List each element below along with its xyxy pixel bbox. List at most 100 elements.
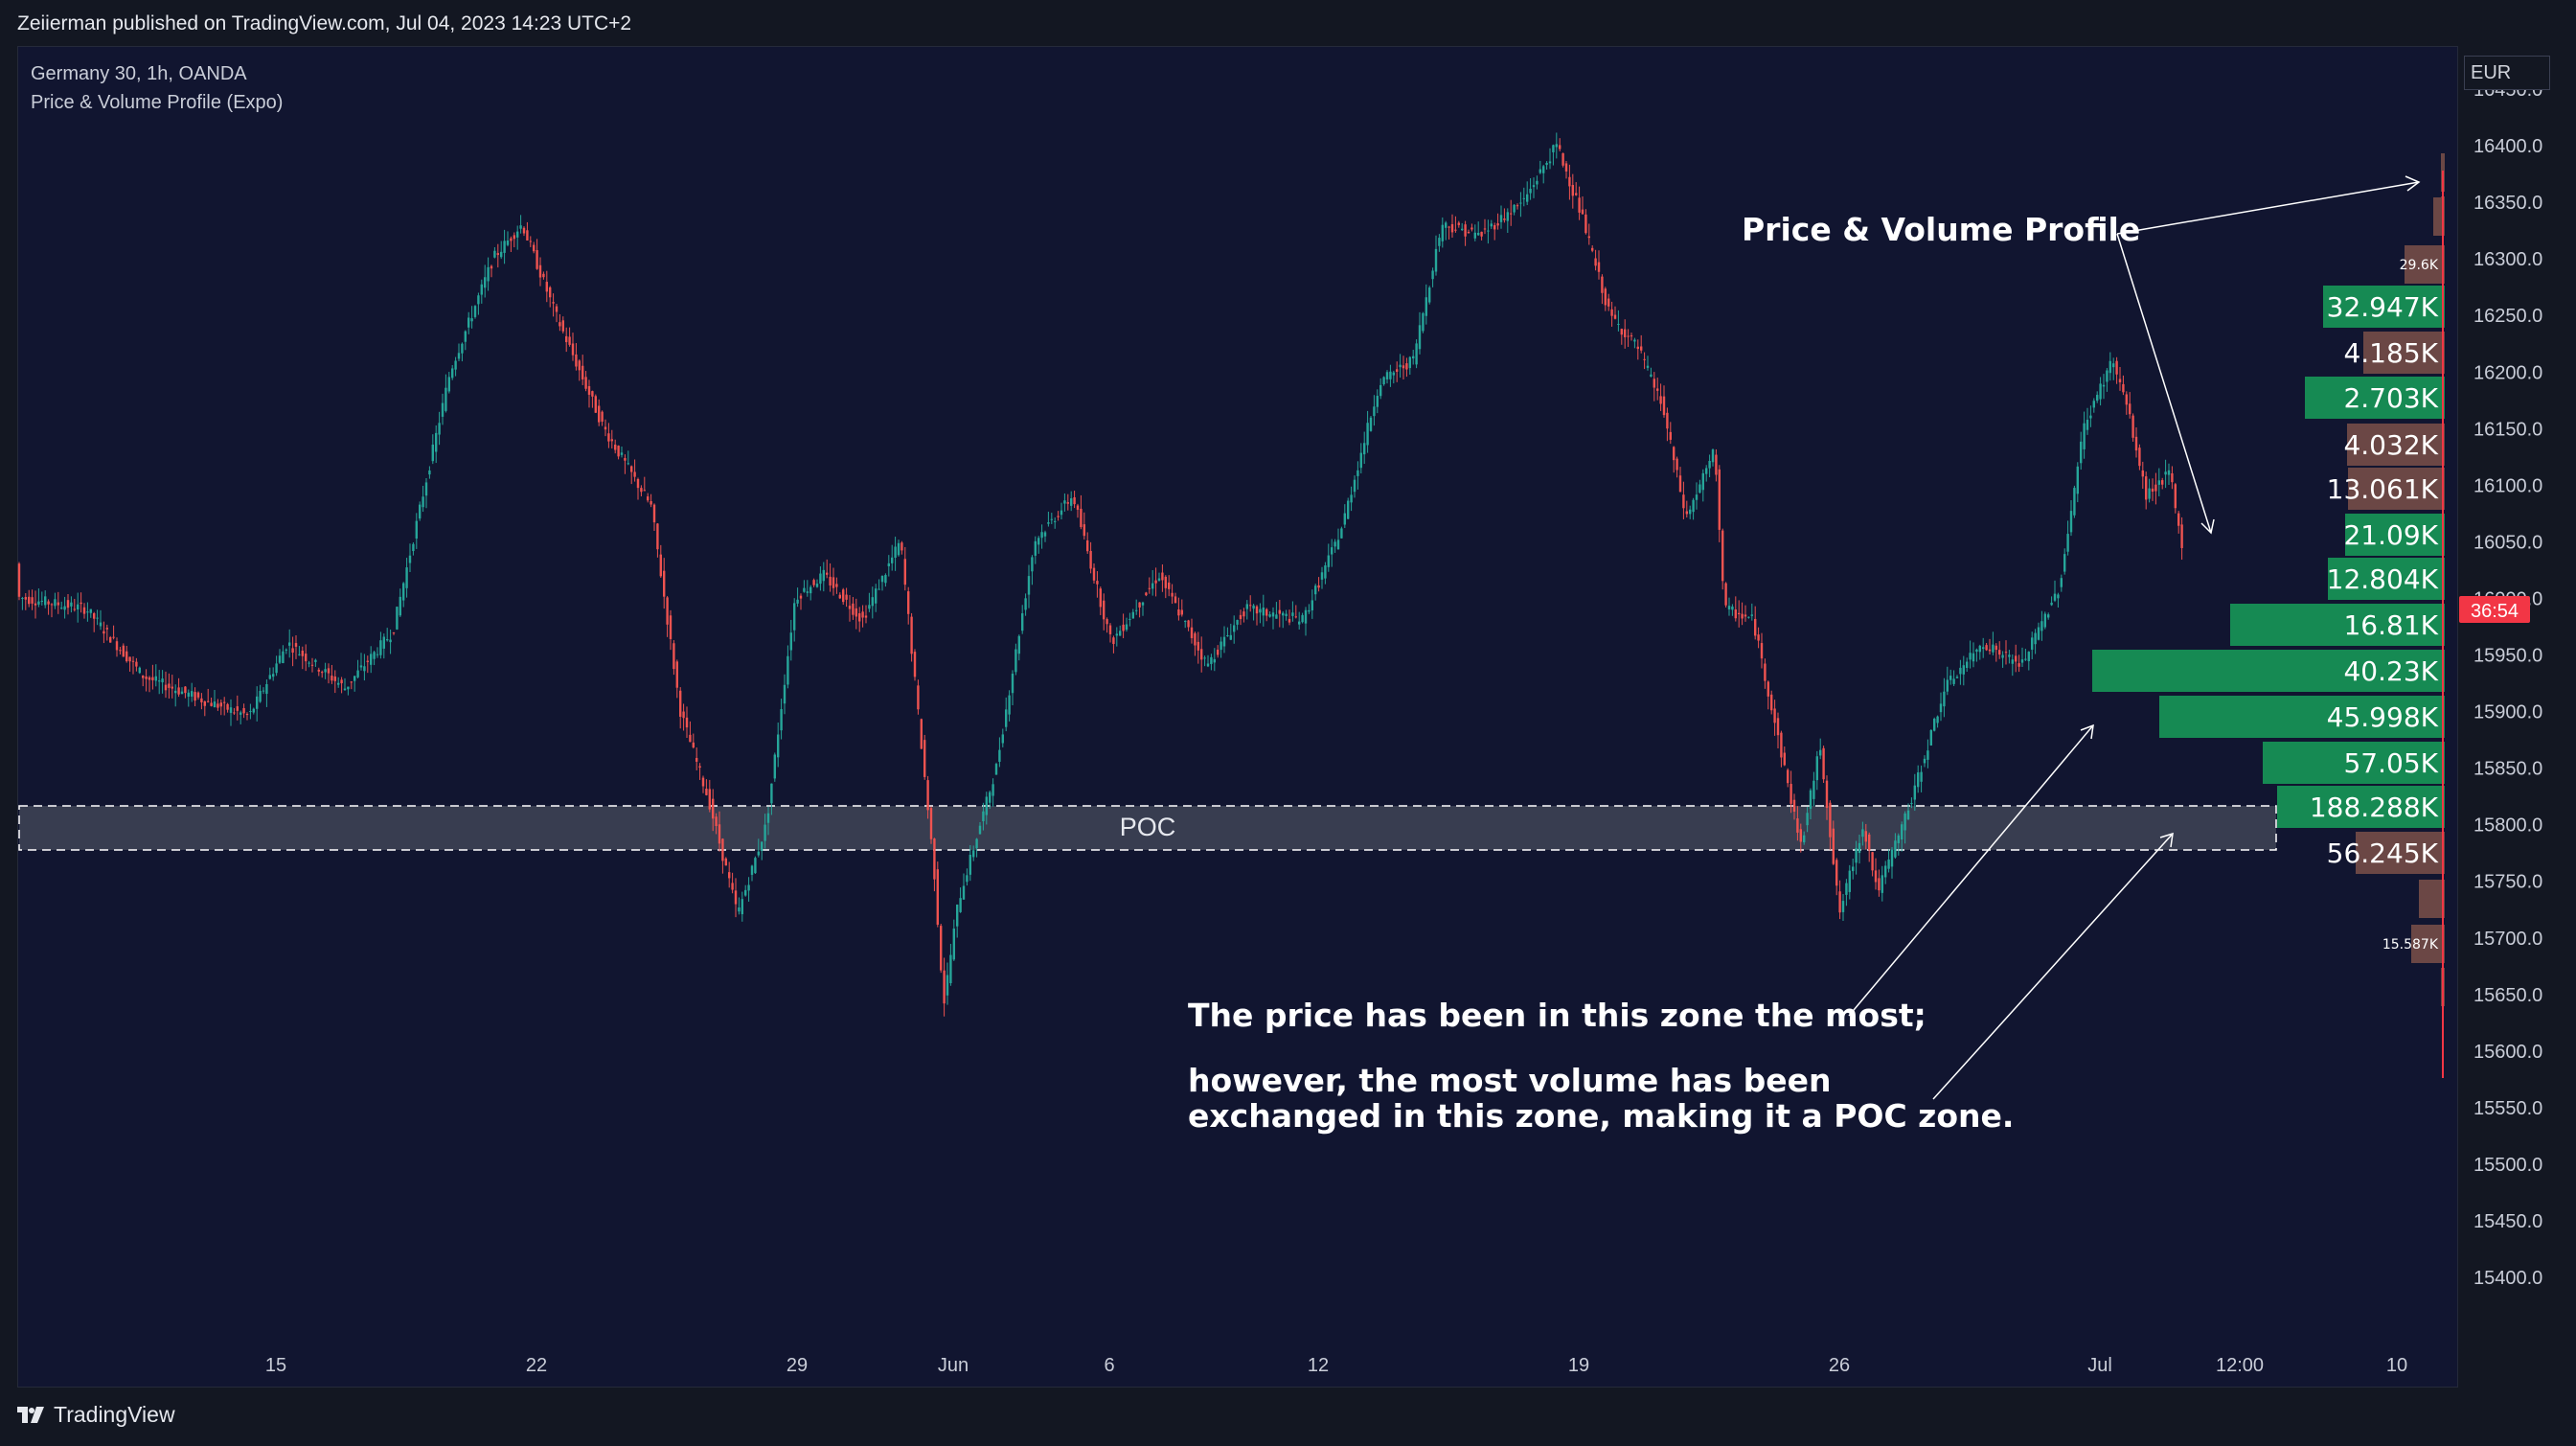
candle-body: [656, 523, 659, 550]
candle-body: [1405, 363, 1408, 370]
candle-body: [855, 608, 857, 617]
candle-body: [282, 651, 285, 664]
candle-body: [803, 587, 806, 592]
candle-body: [1245, 604, 1248, 609]
candle-body: [1461, 228, 1464, 231]
candle-body: [154, 676, 157, 681]
candle-body: [331, 676, 333, 681]
volume-profile-bar: 16.81K: [2230, 604, 2445, 646]
candle-body: [2134, 436, 2138, 451]
candle-body: [1005, 709, 1008, 727]
candle-body: [158, 680, 161, 682]
candle-body: [1568, 176, 1571, 187]
candle-body: [1217, 649, 1220, 655]
volume-bar-label: 16.81K: [2343, 609, 2438, 641]
candle-body: [229, 707, 233, 713]
time-tick-label: Jun: [938, 1355, 969, 1376]
candle-body: [1640, 346, 1643, 351]
candle-body: [428, 470, 431, 475]
candle-body: [408, 555, 412, 563]
candle-body: [513, 235, 515, 240]
candle-body: [1809, 790, 1812, 810]
candle-body: [1054, 520, 1057, 522]
candle-body: [1666, 412, 1669, 429]
candle-body: [1845, 883, 1848, 895]
chart-legend[interactable]: Germany 30, 1h, OANDA Price & Volume Pro…: [31, 59, 283, 117]
candle-body: [1040, 532, 1043, 539]
candle-body: [1262, 608, 1265, 616]
candle-body: [363, 666, 366, 672]
candle-body: [738, 907, 741, 912]
candle-body: [2017, 663, 2020, 667]
candle-body: [1161, 572, 1164, 581]
candle-body: [2004, 652, 2008, 654]
chart-pane[interactable]: [17, 46, 2458, 1388]
candle-body: [1555, 144, 1558, 148]
candle-body: [142, 675, 145, 678]
price-tick-label: 16250.0: [2473, 306, 2542, 327]
candle-body: [2008, 654, 2011, 657]
candle-body: [1294, 616, 1297, 618]
candle-body: [1770, 694, 1773, 711]
volume-bar-rect: [2363, 332, 2445, 374]
candle-body: [1946, 679, 1949, 692]
candle-body: [1457, 222, 1460, 225]
candle-body: [135, 661, 138, 667]
candle-body: [28, 596, 31, 605]
candle-body: [559, 322, 561, 327]
candle-body: [1803, 835, 1806, 843]
candle-body: [1373, 406, 1376, 417]
candle-body: [1982, 647, 1985, 650]
candle-body: [627, 463, 629, 465]
price-tick-label: 15550.0: [2473, 1098, 2542, 1119]
candle-body: [2037, 627, 2040, 640]
candle-body: [1564, 163, 1568, 172]
arrow-to-poc-zone: [1932, 833, 2174, 1100]
candle-body: [614, 445, 617, 450]
candle-body: [913, 652, 917, 677]
candle-body: [1366, 423, 1369, 446]
candle-body: [640, 488, 643, 493]
time-axis[interactable]: 15 22 29 Jun 6 12 19 26 Jul 12:00 10: [265, 1355, 2407, 1376]
candle-body: [1767, 681, 1769, 697]
candle-body: [57, 602, 59, 606]
candle-body: [1327, 555, 1330, 567]
candle-body: [1454, 229, 1457, 231]
candle-body: [1203, 657, 1206, 659]
zone-text-1: The price has been in this zone the most…: [1188, 997, 1926, 1034]
tradingview-logo[interactable]: TradingView: [17, 1402, 175, 1428]
price-tick-label: 16200.0: [2473, 362, 2542, 383]
candle-body: [1334, 541, 1336, 547]
price-axis[interactable]: 16450.016400.016350.016300.016250.016200…: [2473, 80, 2542, 1289]
candle-body: [1356, 470, 1359, 476]
candle-body: [747, 884, 750, 891]
candle-body: [1548, 161, 1552, 164]
candle-body: [1624, 329, 1627, 337]
volume-bar-label: 12.804K: [2327, 563, 2439, 595]
candle-body: [1516, 205, 1519, 207]
candle-body: [594, 396, 597, 413]
time-tick-label: 15: [265, 1355, 286, 1376]
candle-body: [1187, 620, 1190, 628]
candle-body: [1099, 588, 1102, 608]
candle-body: [17, 563, 21, 597]
candle-body: [510, 238, 513, 241]
candle-body: [399, 596, 401, 616]
candle-body: [1021, 613, 1024, 631]
candle-body: [1408, 356, 1411, 369]
candle-body: [174, 690, 177, 694]
candle-body: [1978, 645, 1981, 653]
candle-body: [1689, 509, 1692, 515]
candle-body: [584, 377, 587, 389]
candle-body: [1382, 377, 1385, 385]
candle-body: [647, 496, 650, 501]
currency-selector[interactable]: EUR: [2464, 56, 2550, 90]
candle-body: [538, 264, 542, 278]
candle-body: [180, 691, 184, 695]
arrow-to-profile-body: [2116, 233, 2212, 534]
candle-body: [1659, 396, 1662, 404]
volume-bar-rect: [2405, 245, 2445, 284]
candle-body: [112, 636, 115, 638]
candle-body: [1145, 592, 1148, 596]
